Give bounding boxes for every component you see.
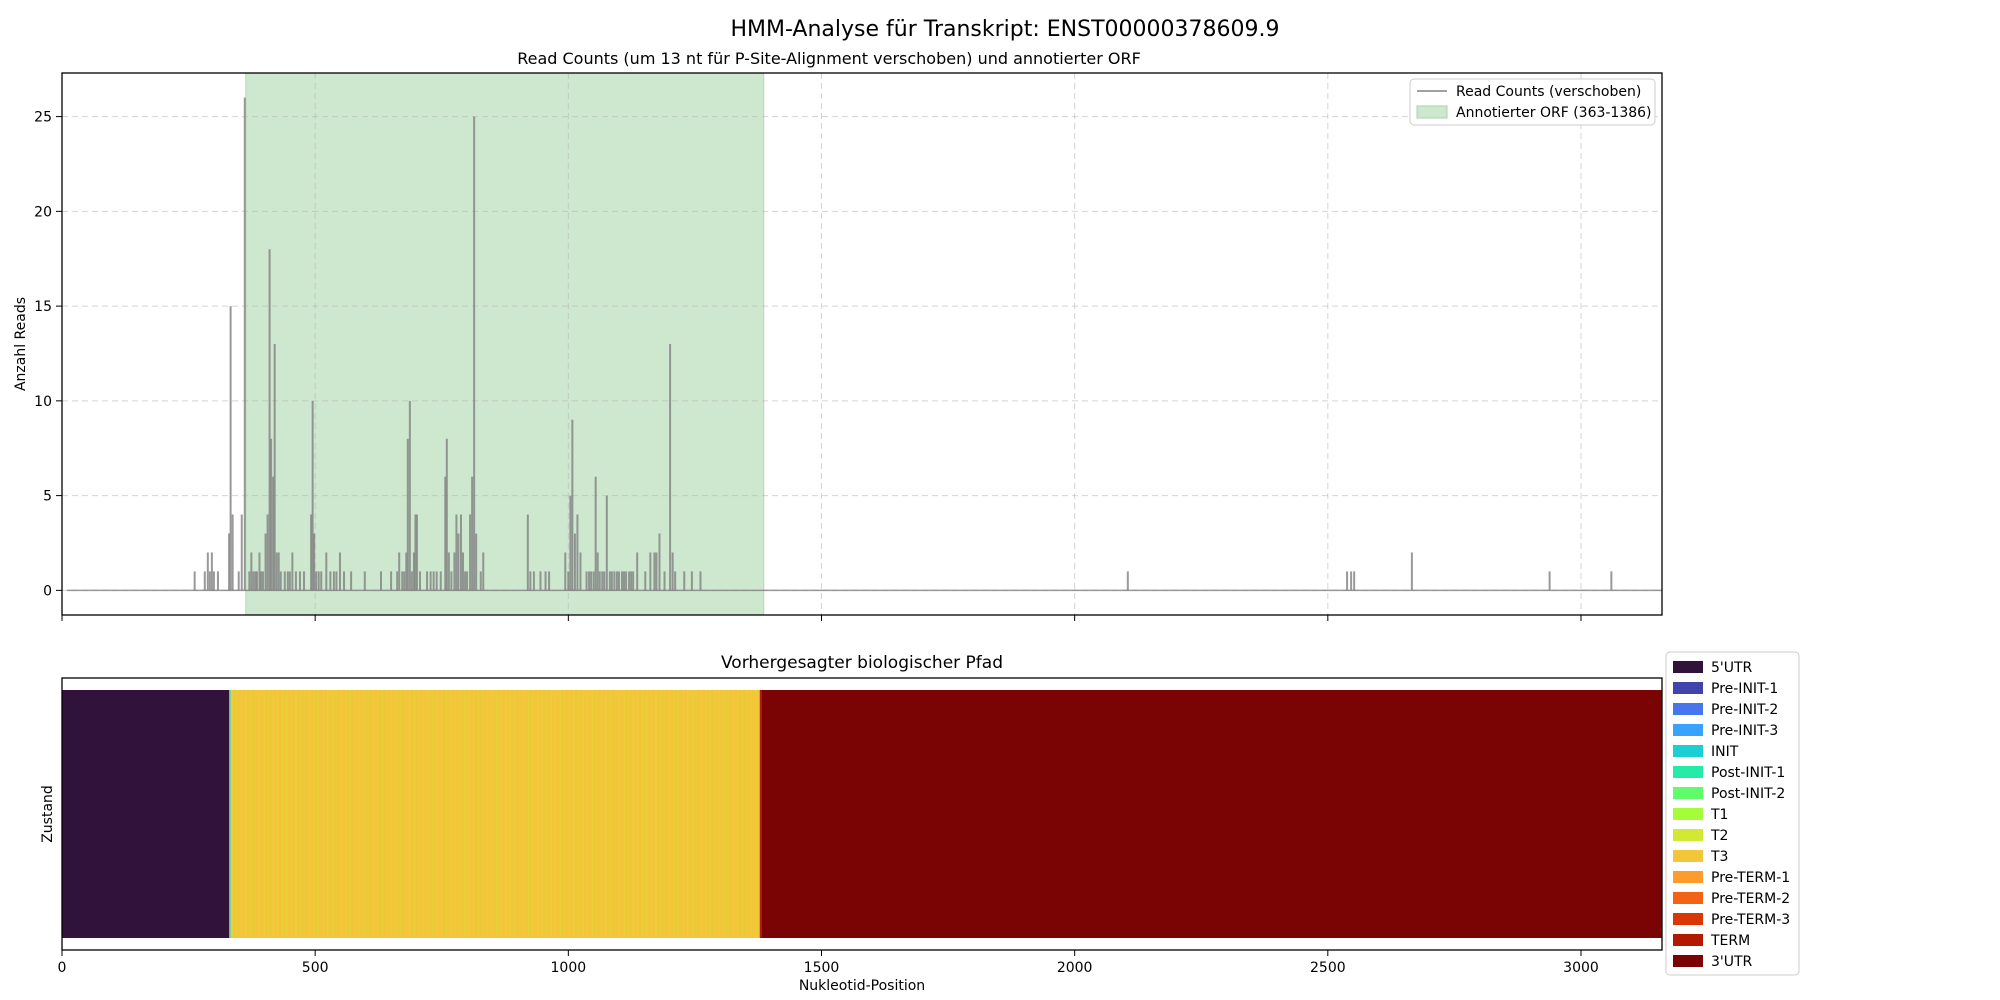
state-legend-swatch <box>1673 871 1703 883</box>
path-segment <box>62 690 230 938</box>
read-counts-legend: Read Counts (verschoben) Annotierter ORF… <box>1409 78 1656 126</box>
state-legend-swatch <box>1673 808 1703 820</box>
y-tick-label: 15 <box>34 299 52 315</box>
read-counts-axes-frame <box>61 72 1663 616</box>
path-segment <box>230 690 760 938</box>
read-count-bars <box>193 97 1613 591</box>
state-legend-label: Post-INIT-1 <box>1711 765 1785 781</box>
figure-suptitle: HMM-Analyse für Transkript: ENST00000378… <box>730 17 1279 42</box>
state-legend-swatch <box>1673 661 1703 673</box>
state-legend-swatch <box>1673 850 1703 862</box>
predicted-path-title: Vorhergesagter biologischer Pfad <box>721 653 1003 673</box>
read-counts-y-axis-label: Anzahl Reads <box>13 297 29 391</box>
state-legend-swatch <box>1673 787 1703 799</box>
state-legend-swatch <box>1673 892 1703 904</box>
state-legend-swatch <box>1673 955 1703 967</box>
state-legend-label: Pre-INIT-3 <box>1711 723 1778 739</box>
state-legend-label: 5'UTR <box>1711 660 1753 676</box>
y-tick-label: 25 <box>34 110 52 126</box>
state-legend-label: Pre-TERM-3 <box>1711 912 1790 928</box>
y-tick-label: 10 <box>34 394 52 410</box>
state-legend-label: Pre-TERM-1 <box>1711 870 1790 886</box>
state-legend-swatch <box>1673 934 1703 946</box>
path-segment <box>759 690 762 938</box>
x-tick-label: 2000 <box>1057 960 1093 976</box>
x-tick-label: 2500 <box>1310 960 1346 976</box>
y-tick-label: 0 <box>43 583 52 599</box>
x-tick-label: 500 <box>302 960 329 976</box>
state-legend-label: T3 <box>1710 849 1728 865</box>
legend-label-read-counts: Read Counts (verschoben) <box>1456 84 1641 100</box>
state-legend-label: Pre-INIT-2 <box>1711 702 1778 718</box>
predicted-path-y-axis-label: Zustand <box>40 785 56 843</box>
path-segment <box>761 690 1662 938</box>
x-tick-label: 1500 <box>804 960 840 976</box>
state-legend-swatch <box>1673 703 1703 715</box>
legend-frame <box>1409 78 1656 126</box>
state-legend-swatch <box>1673 745 1703 757</box>
state-legend-swatch <box>1673 766 1703 778</box>
read-counts-plot: Read Counts (um 13 nt für P-Site-Alignme… <box>13 49 1663 621</box>
state-legend-label: T2 <box>1710 828 1728 844</box>
state-legend-swatch <box>1673 829 1703 841</box>
predicted-path-axes-frame <box>61 677 1663 951</box>
read-counts-x-ticks <box>61 615 1582 621</box>
read-counts-title: Read Counts (um 13 nt für P-Site-Alignme… <box>517 49 1141 68</box>
path-segment <box>229 690 231 938</box>
state-legend-swatch <box>1673 724 1703 736</box>
x-tick-label: 1000 <box>551 960 587 976</box>
predicted-path-plot: Vorhergesagter biologischer Pfad 0 500 100… <box>40 651 1800 994</box>
read-counts-y-ticks: 0 5 10 15 20 25 <box>34 110 62 599</box>
predicted-path-x-ticks: 0 500 1000 1500 2000 2500 3000 <box>58 950 1599 976</box>
path-state-segments <box>62 690 1662 938</box>
state-legend-swatch <box>1673 682 1703 694</box>
state-legend-label: TERM <box>1710 933 1750 949</box>
state-legend-label: 3'UTR <box>1711 954 1753 970</box>
x-tick-label: 3000 <box>1563 960 1599 976</box>
y-tick-label: 20 <box>34 204 52 220</box>
state-legend-label: Post-INIT-2 <box>1711 786 1785 802</box>
state-legend: 5'UTR Pre-INIT-1 Pre-INIT-2 Pre-INIT-3 INIT P… <box>1665 651 1800 976</box>
legend-orf-swatch <box>1416 105 1448 119</box>
y-tick-label: 5 <box>43 489 52 505</box>
state-legend-swatch <box>1673 913 1703 925</box>
predicted-path-x-axis-label: Nukleotid-Position <box>799 978 925 994</box>
orf-shaded-region <box>245 72 765 616</box>
state-legend-label: Pre-INIT-1 <box>1711 681 1778 697</box>
x-tick-label: 0 <box>58 960 67 976</box>
state-legend-label: INIT <box>1711 744 1739 760</box>
legend-label-orf: Annotierter ORF (363-1386) <box>1456 105 1652 121</box>
state-legend-label: Pre-TERM-2 <box>1711 891 1790 907</box>
state-legend-label: T1 <box>1710 807 1728 823</box>
orf-region-layer <box>245 72 765 616</box>
